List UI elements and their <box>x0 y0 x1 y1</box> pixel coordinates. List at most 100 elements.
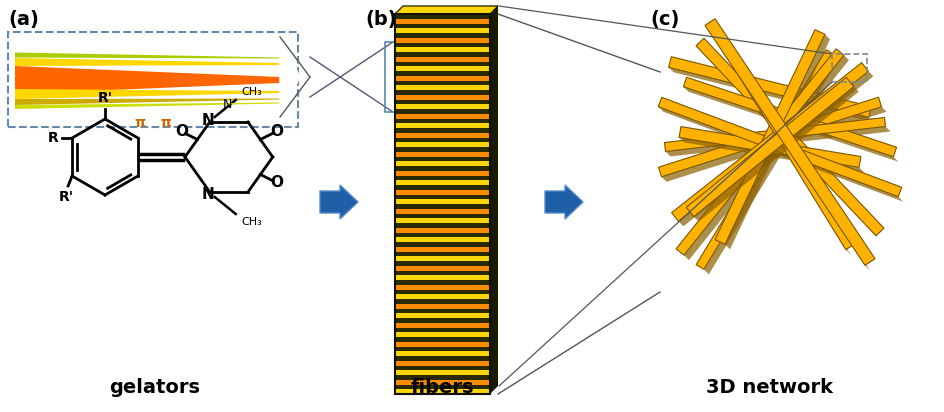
Polygon shape <box>395 6 498 14</box>
Bar <box>395 185 490 190</box>
Bar <box>395 379 490 384</box>
Polygon shape <box>15 103 280 109</box>
Bar <box>395 284 490 290</box>
Bar <box>395 279 490 285</box>
Bar <box>395 113 490 119</box>
Bar <box>395 199 490 204</box>
Polygon shape <box>676 49 844 255</box>
Bar <box>395 156 490 161</box>
Polygon shape <box>686 77 853 217</box>
Text: CH₃: CH₃ <box>242 87 262 97</box>
Polygon shape <box>683 87 899 162</box>
Bar <box>395 218 490 223</box>
Bar <box>395 213 490 218</box>
Polygon shape <box>679 126 861 167</box>
Bar <box>395 132 490 138</box>
Bar <box>395 147 490 152</box>
Bar <box>395 127 490 133</box>
Bar <box>395 370 490 375</box>
Polygon shape <box>658 107 903 202</box>
Bar <box>395 104 490 109</box>
Text: (b): (b) <box>365 10 396 29</box>
Polygon shape <box>490 6 498 394</box>
Bar <box>395 341 490 346</box>
Bar <box>395 265 490 271</box>
Bar <box>395 327 490 332</box>
Bar <box>395 299 490 304</box>
Polygon shape <box>671 63 868 221</box>
Bar <box>395 61 490 66</box>
Bar <box>395 118 490 123</box>
Text: R': R' <box>97 91 112 105</box>
Polygon shape <box>705 25 870 270</box>
Bar <box>395 270 490 275</box>
Polygon shape <box>15 66 280 94</box>
Bar <box>395 241 490 247</box>
Polygon shape <box>662 107 886 182</box>
Bar <box>395 23 490 28</box>
Bar <box>395 332 490 337</box>
Bar <box>395 313 490 318</box>
Bar <box>395 94 490 100</box>
Bar <box>395 389 490 394</box>
Polygon shape <box>694 87 859 222</box>
Polygon shape <box>705 19 875 265</box>
Bar <box>395 37 490 42</box>
Bar <box>395 175 490 180</box>
Bar <box>395 303 490 309</box>
FancyArrow shape <box>545 185 583 219</box>
Bar <box>395 204 490 209</box>
Bar <box>395 275 490 280</box>
Bar <box>395 137 490 142</box>
Polygon shape <box>668 67 873 122</box>
Bar <box>395 99 490 104</box>
Bar <box>395 14 490 394</box>
Polygon shape <box>725 34 830 249</box>
Bar <box>395 33 490 38</box>
Text: N: N <box>201 187 214 201</box>
Bar <box>395 28 490 33</box>
Bar <box>395 194 490 199</box>
Polygon shape <box>280 37 300 117</box>
Bar <box>395 14 490 19</box>
Bar <box>395 208 490 213</box>
Bar <box>8 32 298 127</box>
Polygon shape <box>683 55 849 260</box>
Polygon shape <box>715 30 825 244</box>
Polygon shape <box>665 117 885 152</box>
Text: O: O <box>175 124 188 139</box>
FancyArrow shape <box>320 185 358 219</box>
Bar <box>395 89 490 95</box>
Bar <box>395 108 490 114</box>
Text: CH₃: CH₃ <box>242 217 262 227</box>
Text: N: N <box>223 98 232 110</box>
Bar <box>395 384 490 389</box>
Polygon shape <box>679 138 864 173</box>
Polygon shape <box>696 38 884 236</box>
Bar <box>395 166 490 171</box>
Bar <box>395 232 490 237</box>
Bar <box>395 52 490 57</box>
Bar <box>395 66 490 71</box>
Text: O: O <box>270 124 283 139</box>
Text: π   π: π π <box>135 116 172 130</box>
Bar <box>395 189 490 194</box>
Bar <box>832 54 867 82</box>
Text: R': R' <box>59 190 74 204</box>
Bar <box>395 42 490 47</box>
Text: R: R <box>47 131 59 145</box>
Polygon shape <box>704 54 839 274</box>
Bar <box>395 294 490 299</box>
Polygon shape <box>668 57 871 117</box>
Bar <box>395 180 490 185</box>
Bar <box>395 351 490 356</box>
Polygon shape <box>658 97 902 197</box>
Bar <box>395 365 490 370</box>
Text: gelators: gelators <box>110 378 200 397</box>
Bar <box>395 80 490 85</box>
Bar <box>395 289 490 294</box>
Polygon shape <box>726 55 851 255</box>
Bar <box>395 161 490 166</box>
Bar <box>395 251 490 256</box>
Bar <box>395 56 490 61</box>
